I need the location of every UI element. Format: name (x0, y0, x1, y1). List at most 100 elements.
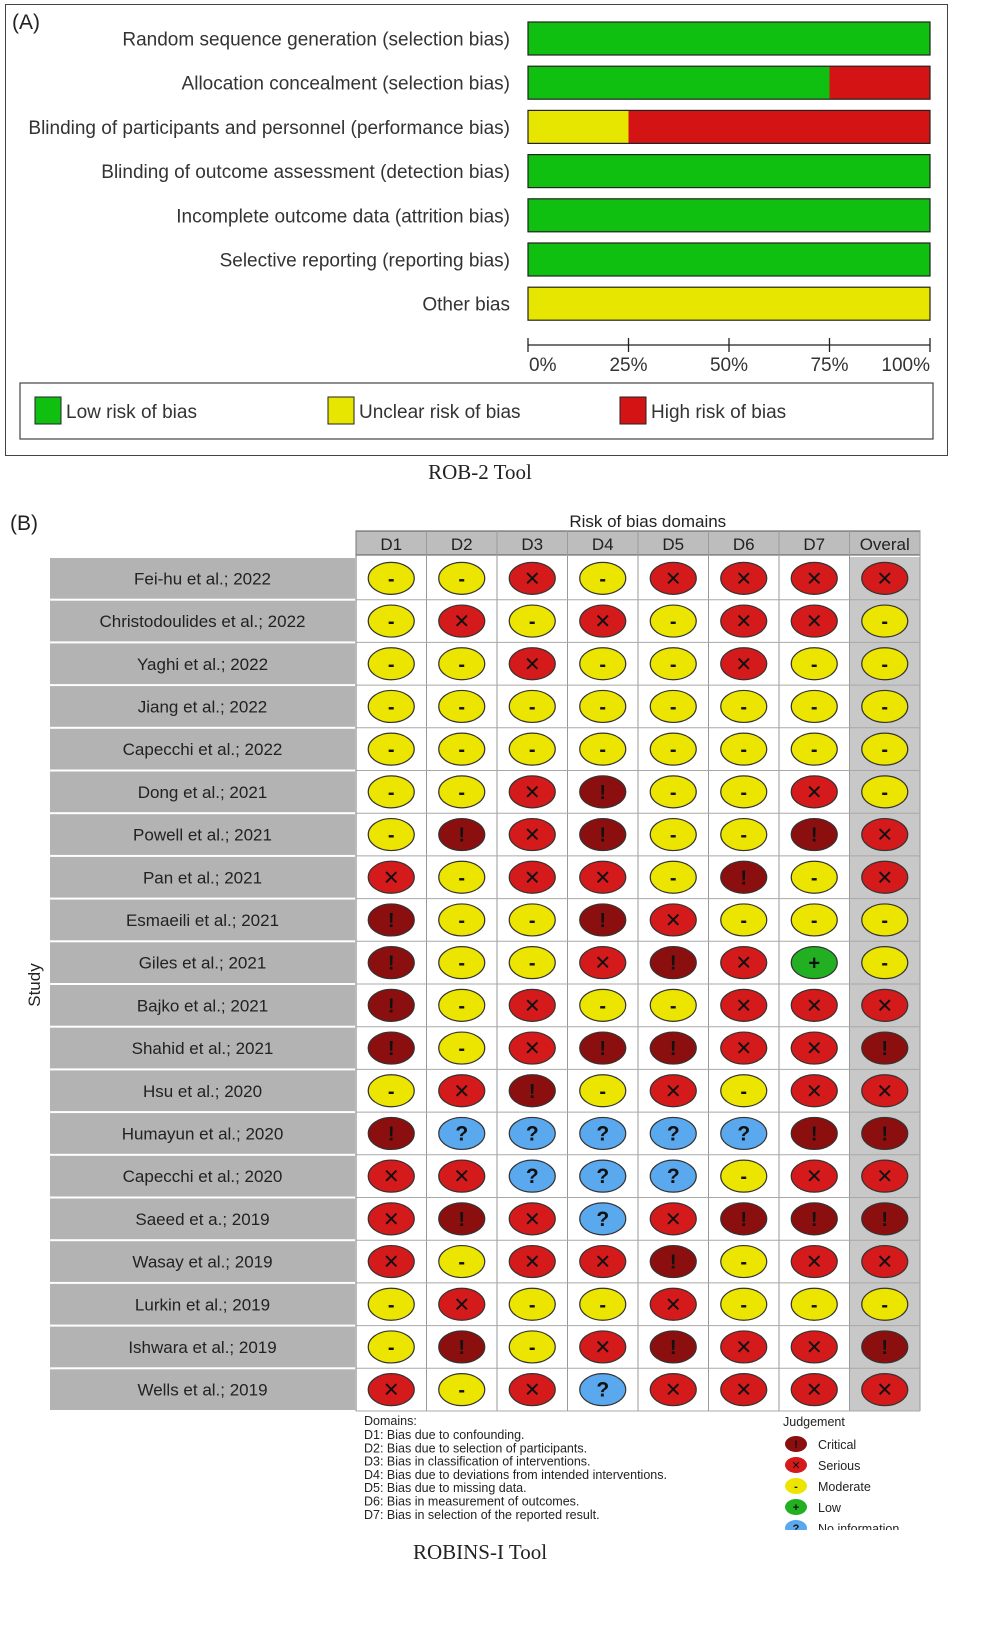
judgement-circle (367, 1202, 415, 1236)
judgement-symbol: ! (670, 1337, 677, 1359)
study-row-label-bg (50, 771, 355, 813)
judgement-critical: ! (720, 860, 768, 894)
judgement-symbol: - (388, 782, 395, 804)
judgement-circle (438, 1116, 486, 1151)
judgement-circle (508, 604, 556, 638)
judgement-circle (861, 1202, 909, 1236)
category-label: Allocation concealment (selection bias) (182, 74, 510, 95)
judgement-symbol: - (529, 739, 536, 761)
x-tick-label: 50% (710, 355, 748, 376)
study-row-label-bg (50, 985, 355, 1026)
judgement-critical: ! (508, 1074, 556, 1108)
judgement-serious: ✕ (438, 1074, 486, 1108)
judgement-symbol: ✕ (524, 1380, 541, 1402)
study-row-label-bg (50, 1155, 355, 1197)
judgement-critical: ! (649, 1330, 697, 1364)
judgement-symbol: ✕ (806, 782, 823, 804)
judgement-symbol: ✕ (735, 1380, 752, 1402)
judgement-no-information: ? (508, 1159, 556, 1193)
judgement-circle (720, 1031, 768, 1065)
judgement-symbol: - (388, 568, 395, 590)
judgement-symbol: ! (388, 995, 395, 1017)
judgement-critical: ! (438, 817, 486, 852)
judgement-circle (720, 903, 768, 937)
legend-swatch-high-risk-of-bias (619, 396, 647, 425)
judgement-symbol: - (458, 739, 465, 761)
judgement-critical: ! (579, 1031, 627, 1065)
study-row-label-bg (50, 899, 355, 941)
bar-segment-high-risk-of-bias (829, 66, 930, 100)
domain-description: D2: Bias due to selection of participant… (364, 1441, 587, 1455)
judgement-symbol: ? (737, 1122, 750, 1145)
judgement-symbol: ! (599, 782, 606, 804)
column-header-d4: D4 (592, 535, 614, 554)
judgement-circle (649, 1330, 697, 1364)
judgement-circle (367, 1074, 415, 1108)
judgement-symbol: - (388, 654, 395, 676)
judgement-circle (579, 1330, 627, 1364)
judgement-moderate: - (438, 946, 486, 980)
judgement-moderate: - (579, 1287, 627, 1321)
judgement-symbol: ✕ (806, 995, 823, 1017)
bar-segment-low-risk-of-bias (528, 22, 930, 55)
category-label: Blinding of outcome assessment (detectio… (101, 162, 510, 183)
judgement-moderate: - (438, 732, 486, 766)
judgement-circle (790, 732, 838, 766)
domain-description: D7: Bias in selection of the reported re… (364, 1508, 600, 1522)
judgement-circle (720, 1287, 768, 1321)
domain-description: D5: Bias due to missing data. (364, 1481, 527, 1495)
judgement-serious: ✕ (508, 1373, 556, 1407)
judgement-serious: ✕ (720, 604, 768, 638)
judgement-symbol: ! (388, 910, 395, 932)
judgement-serious: ✕ (438, 1159, 486, 1193)
study-label: Fei-hu et al.; 2022 (134, 569, 271, 588)
judgement-moderate: - (861, 775, 909, 809)
judgement-moderate: - (649, 689, 697, 724)
judgement-moderate: - (649, 775, 697, 809)
judgement-symbol: - (881, 953, 888, 975)
study-row-label-bg (50, 558, 355, 599)
judgement-serious: ✕ (790, 1074, 838, 1108)
category-label: Blinding of participants and personnel (… (28, 118, 510, 139)
judgement-serious: ✕ (508, 1202, 556, 1236)
judgement-symbol: - (458, 696, 465, 718)
judgement-circle (790, 1074, 838, 1108)
study-axis-label: Study (25, 963, 44, 1007)
judgement-no-information: ? (508, 1116, 556, 1151)
judgement-symbol: ✕ (806, 1081, 823, 1103)
judgement-serious: ✕ (720, 1330, 768, 1364)
judgement-circle (720, 988, 768, 1022)
judgement-symbol: ! (599, 1038, 606, 1060)
bar-segment-unclear-risk-of-bias (528, 287, 930, 321)
judgement-circle (790, 1159, 838, 1193)
judgement-moderate: - (649, 817, 697, 852)
legend-judgement-symbol: ? (793, 1523, 800, 1530)
judgement-circle (508, 946, 556, 980)
judgement-serious: ✕ (438, 1287, 486, 1321)
study-label: Capecchi et al.; 2020 (123, 1167, 283, 1186)
column-header-d1: D1 (380, 535, 402, 554)
judgement-symbol: ✕ (735, 995, 752, 1017)
judgement-symbol: ! (599, 910, 606, 932)
judgement-serious: ✕ (367, 1202, 415, 1236)
judgement-circle (649, 647, 697, 681)
judgement-symbol: ! (881, 1038, 888, 1060)
judgement-circle (790, 1031, 838, 1065)
judgement-circle (861, 1373, 909, 1407)
judgement-circle (790, 775, 838, 809)
judgement-symbol: ! (670, 1252, 677, 1274)
judgement-moderate: - (508, 1330, 556, 1364)
judgement-circle (579, 1244, 627, 1279)
judgement-circle (579, 1031, 627, 1065)
judgement-symbol: ! (881, 1209, 888, 1231)
judgement-circle (790, 604, 838, 638)
judgement-symbol: - (599, 739, 606, 761)
judgement-symbol: ✕ (594, 611, 611, 633)
judgement-circle (720, 1330, 768, 1364)
judgement-symbol: ✕ (665, 1294, 682, 1316)
judgement-symbol: ✕ (876, 1380, 893, 1402)
judgement-serious: ✕ (790, 561, 838, 595)
panel-b-tag: (B) (10, 512, 38, 535)
judgement-circle (438, 1202, 486, 1236)
judgement-low: + (790, 946, 838, 980)
